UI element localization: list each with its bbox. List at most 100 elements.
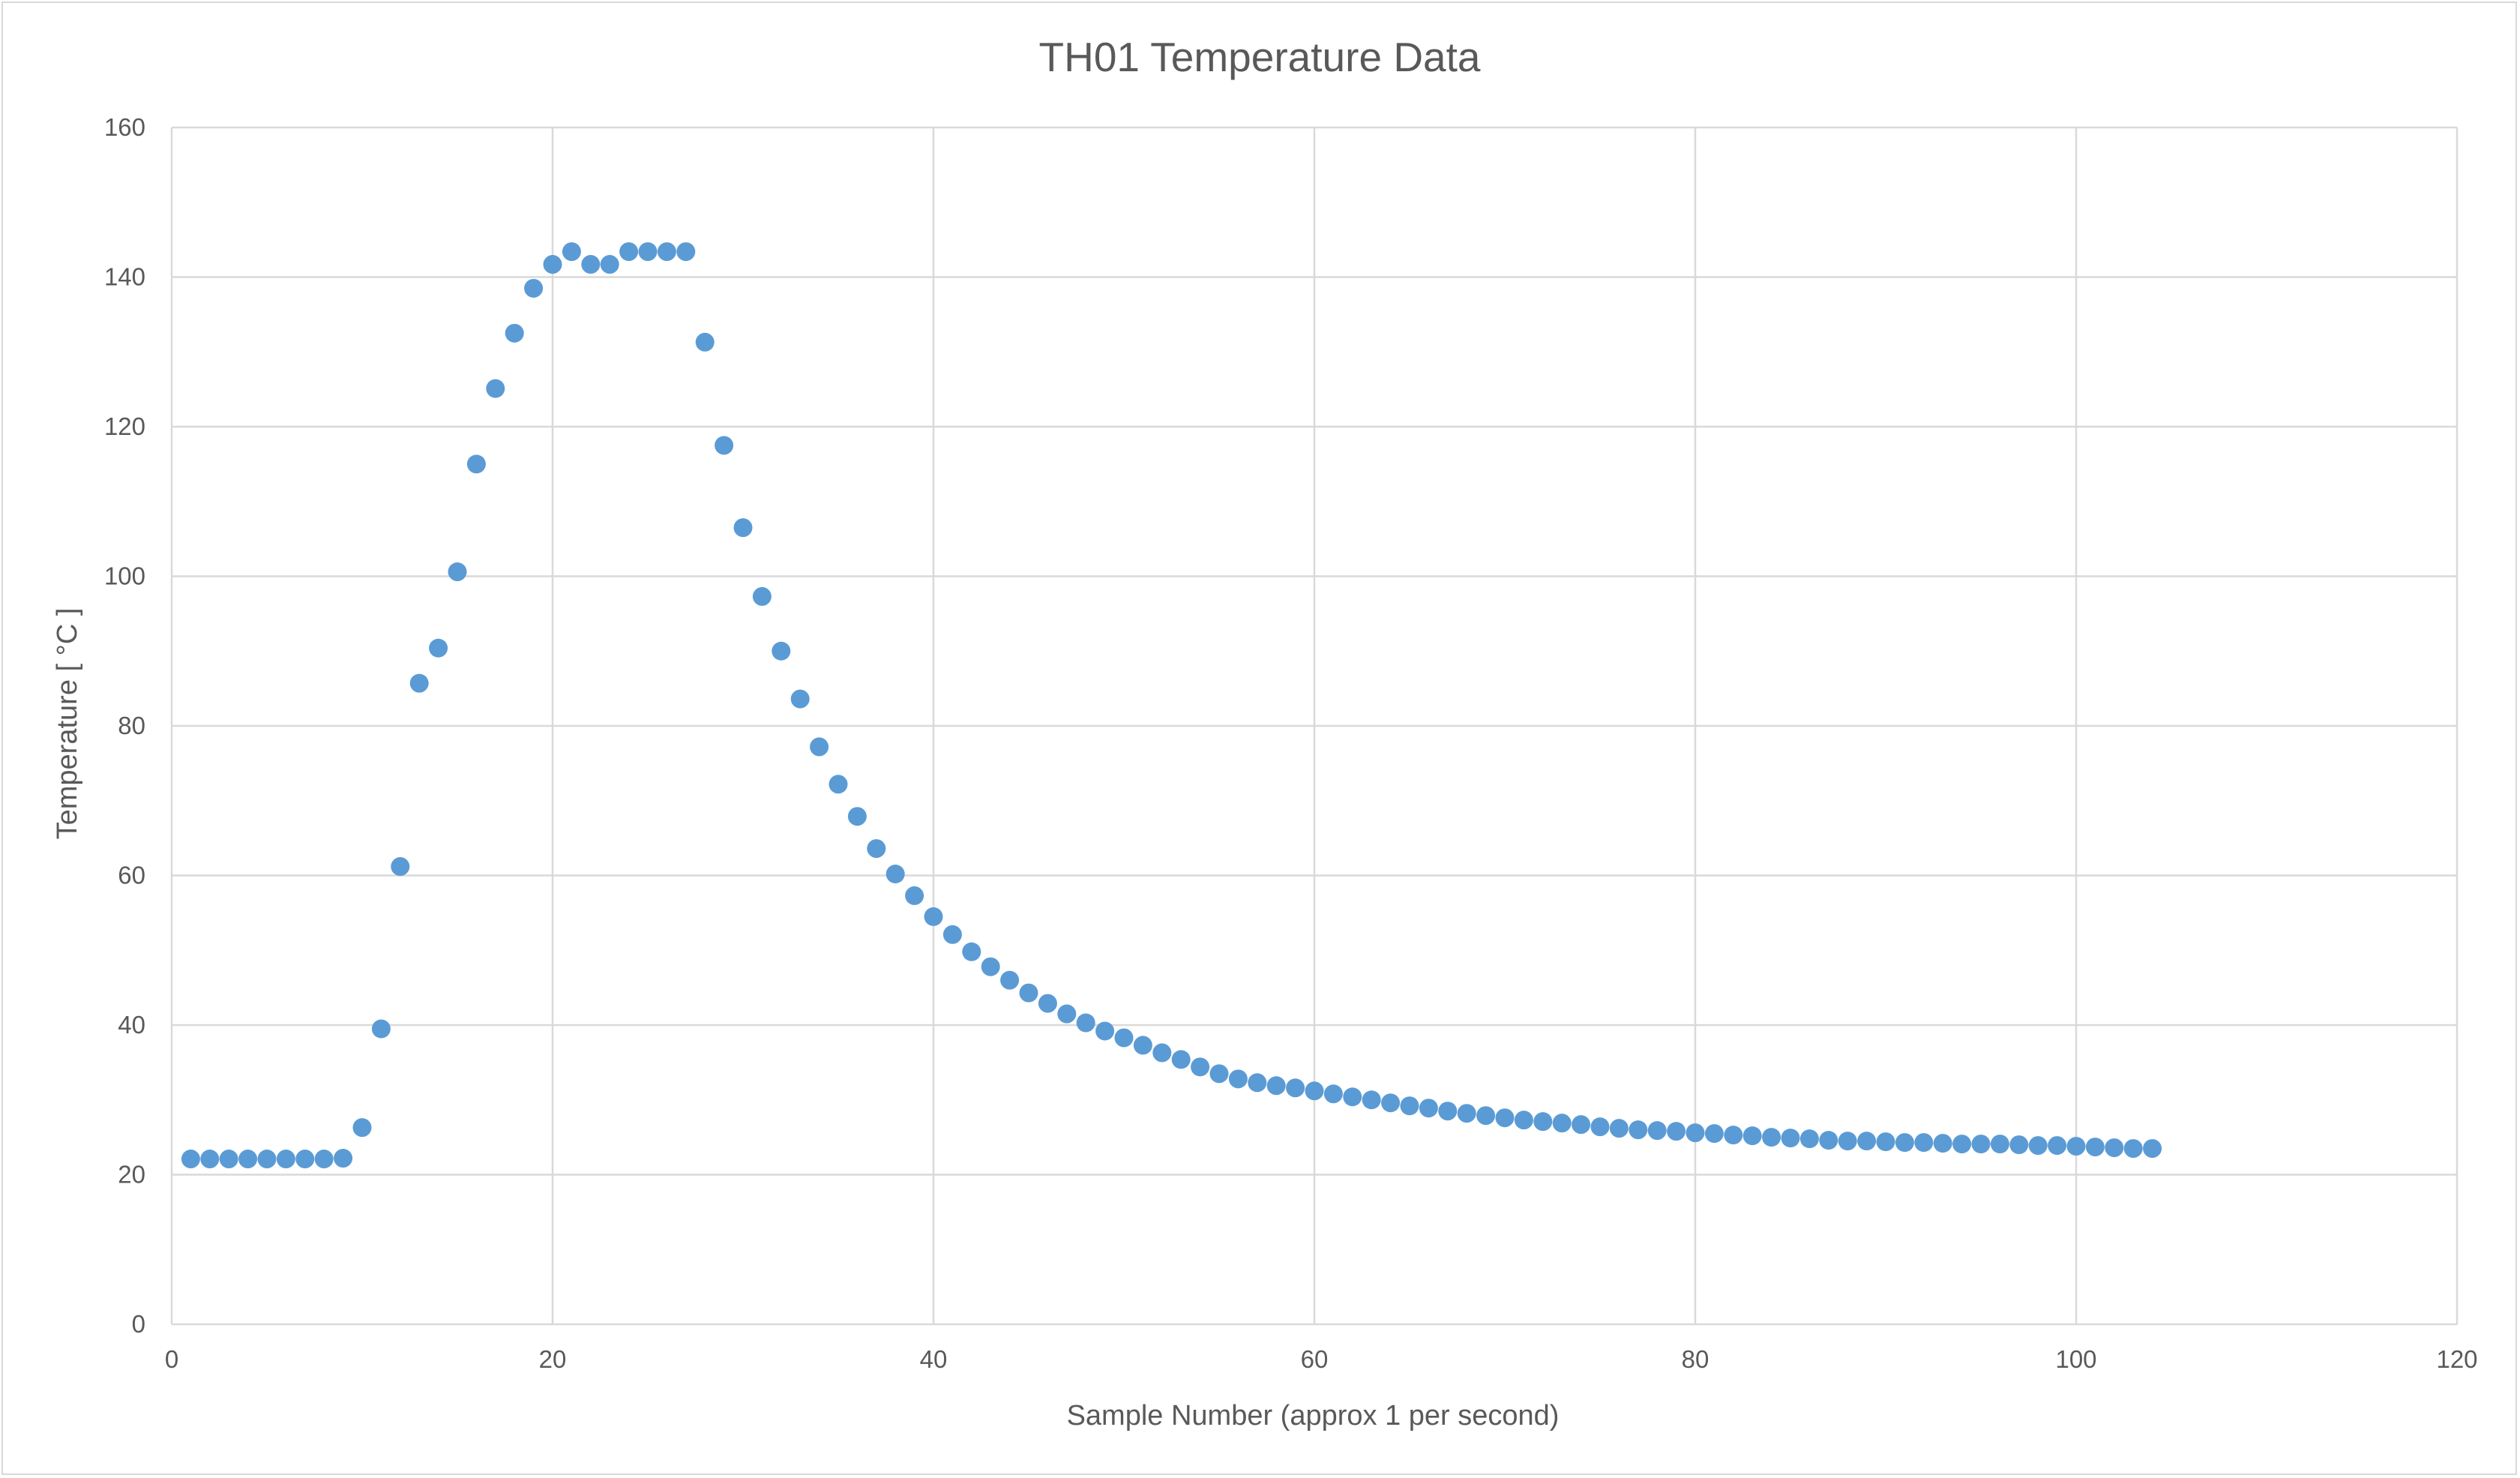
data-point [1381, 1093, 1401, 1113]
x-tick-label: 80 [1682, 1345, 1709, 1373]
grid-layer [170, 126, 2459, 1326]
data-point [1914, 1133, 1934, 1153]
data-point [486, 379, 505, 398]
y-axis-title: Temperature [ °C ] [52, 608, 83, 840]
data-point [715, 436, 734, 455]
data-point [1572, 1115, 1591, 1135]
data-point [448, 562, 467, 582]
data-point [1838, 1132, 1857, 1151]
data-point [962, 942, 981, 961]
data-point [1343, 1087, 1362, 1107]
data-point [867, 839, 886, 859]
data-point [1305, 1081, 1324, 1101]
data-point [1476, 1106, 1496, 1126]
data-point [2123, 1139, 2143, 1159]
data-point [1323, 1084, 1343, 1104]
data-point [1419, 1099, 1438, 1118]
data-point [733, 518, 753, 538]
data-point [429, 638, 448, 658]
data-point [543, 255, 562, 274]
data-point [1667, 1122, 1686, 1141]
y-tick-label: 20 [118, 1161, 145, 1189]
data-point [2009, 1135, 2029, 1155]
data-point [1799, 1129, 1819, 1149]
data-point [2048, 1136, 2067, 1156]
data-point [1000, 970, 1020, 990]
x-tick-label: 20 [539, 1345, 567, 1373]
data-point [1990, 1135, 2009, 1154]
data-point [409, 673, 429, 693]
data-point [1762, 1128, 1781, 1147]
data-point [1495, 1108, 1515, 1128]
data-point [295, 1150, 315, 1169]
data-point [276, 1150, 295, 1169]
data-point [1019, 983, 1038, 1003]
data-point [1266, 1076, 1286, 1096]
data-point [638, 242, 658, 262]
data-point [1133, 1036, 1152, 1055]
data-point [257, 1150, 277, 1169]
data-point [562, 242, 581, 262]
data-point [238, 1150, 258, 1169]
data-points [181, 242, 2162, 1169]
data-point [1286, 1078, 1305, 1098]
data-point [2066, 1137, 2086, 1156]
data-point [2143, 1139, 2162, 1159]
data-point [371, 1019, 391, 1039]
data-point [1400, 1096, 1419, 1116]
data-point [2105, 1138, 2124, 1158]
axis-layer: 0 20 40 60 80 100 120 140 160 0 20 40 60 80 100 120 [104, 113, 2478, 1373]
y-tick-label: 100 [104, 562, 145, 590]
data-point [1038, 994, 1057, 1013]
data-point [752, 586, 772, 606]
data-point [352, 1118, 372, 1138]
data-point [1724, 1126, 1743, 1145]
data-point [695, 332, 715, 352]
data-point [942, 925, 962, 944]
data-point [1647, 1121, 1667, 1141]
data-point [1609, 1119, 1629, 1138]
data-point [181, 1150, 200, 1169]
data-point [1685, 1123, 1705, 1143]
data-point [1514, 1111, 1533, 1130]
x-tick-label: 40 [920, 1345, 948, 1373]
data-point [1704, 1124, 1724, 1144]
data-point [905, 886, 924, 905]
data-point [466, 454, 486, 474]
data-point [1533, 1112, 1553, 1132]
data-point [810, 737, 829, 757]
data-point [619, 242, 639, 262]
data-point [2028, 1136, 2048, 1156]
data-point [657, 242, 676, 262]
data-point [200, 1150, 220, 1169]
y-tick-label: 0 [132, 1310, 145, 1338]
data-point [981, 957, 1000, 976]
data-point [1781, 1129, 1800, 1148]
y-tick-label: 120 [104, 412, 145, 440]
y-tick-label: 140 [104, 263, 145, 291]
data-point [676, 242, 696, 262]
data-point [334, 1149, 353, 1168]
x-axis-title: Sample Number (approx 1 per second) [1067, 1400, 1560, 1432]
x-tick-label: 0 [165, 1345, 178, 1373]
data-point [1971, 1135, 1991, 1154]
y-tick-label: 160 [104, 113, 145, 141]
data-point [1248, 1073, 1267, 1093]
x-tick-label: 100 [2055, 1345, 2096, 1373]
data-point [885, 865, 905, 884]
data-point [1590, 1117, 1610, 1137]
data-point [1457, 1104, 1476, 1123]
data-point [847, 807, 867, 826]
data-point [790, 689, 810, 709]
data-point [1857, 1132, 1877, 1151]
x-tick-label: 60 [1301, 1345, 1329, 1373]
data-point [524, 278, 544, 298]
data-point [314, 1150, 334, 1169]
data-point [1095, 1021, 1115, 1041]
data-point [1438, 1102, 1458, 1121]
data-point [505, 323, 524, 343]
data-point [1057, 1004, 1077, 1024]
data-point [600, 255, 619, 274]
